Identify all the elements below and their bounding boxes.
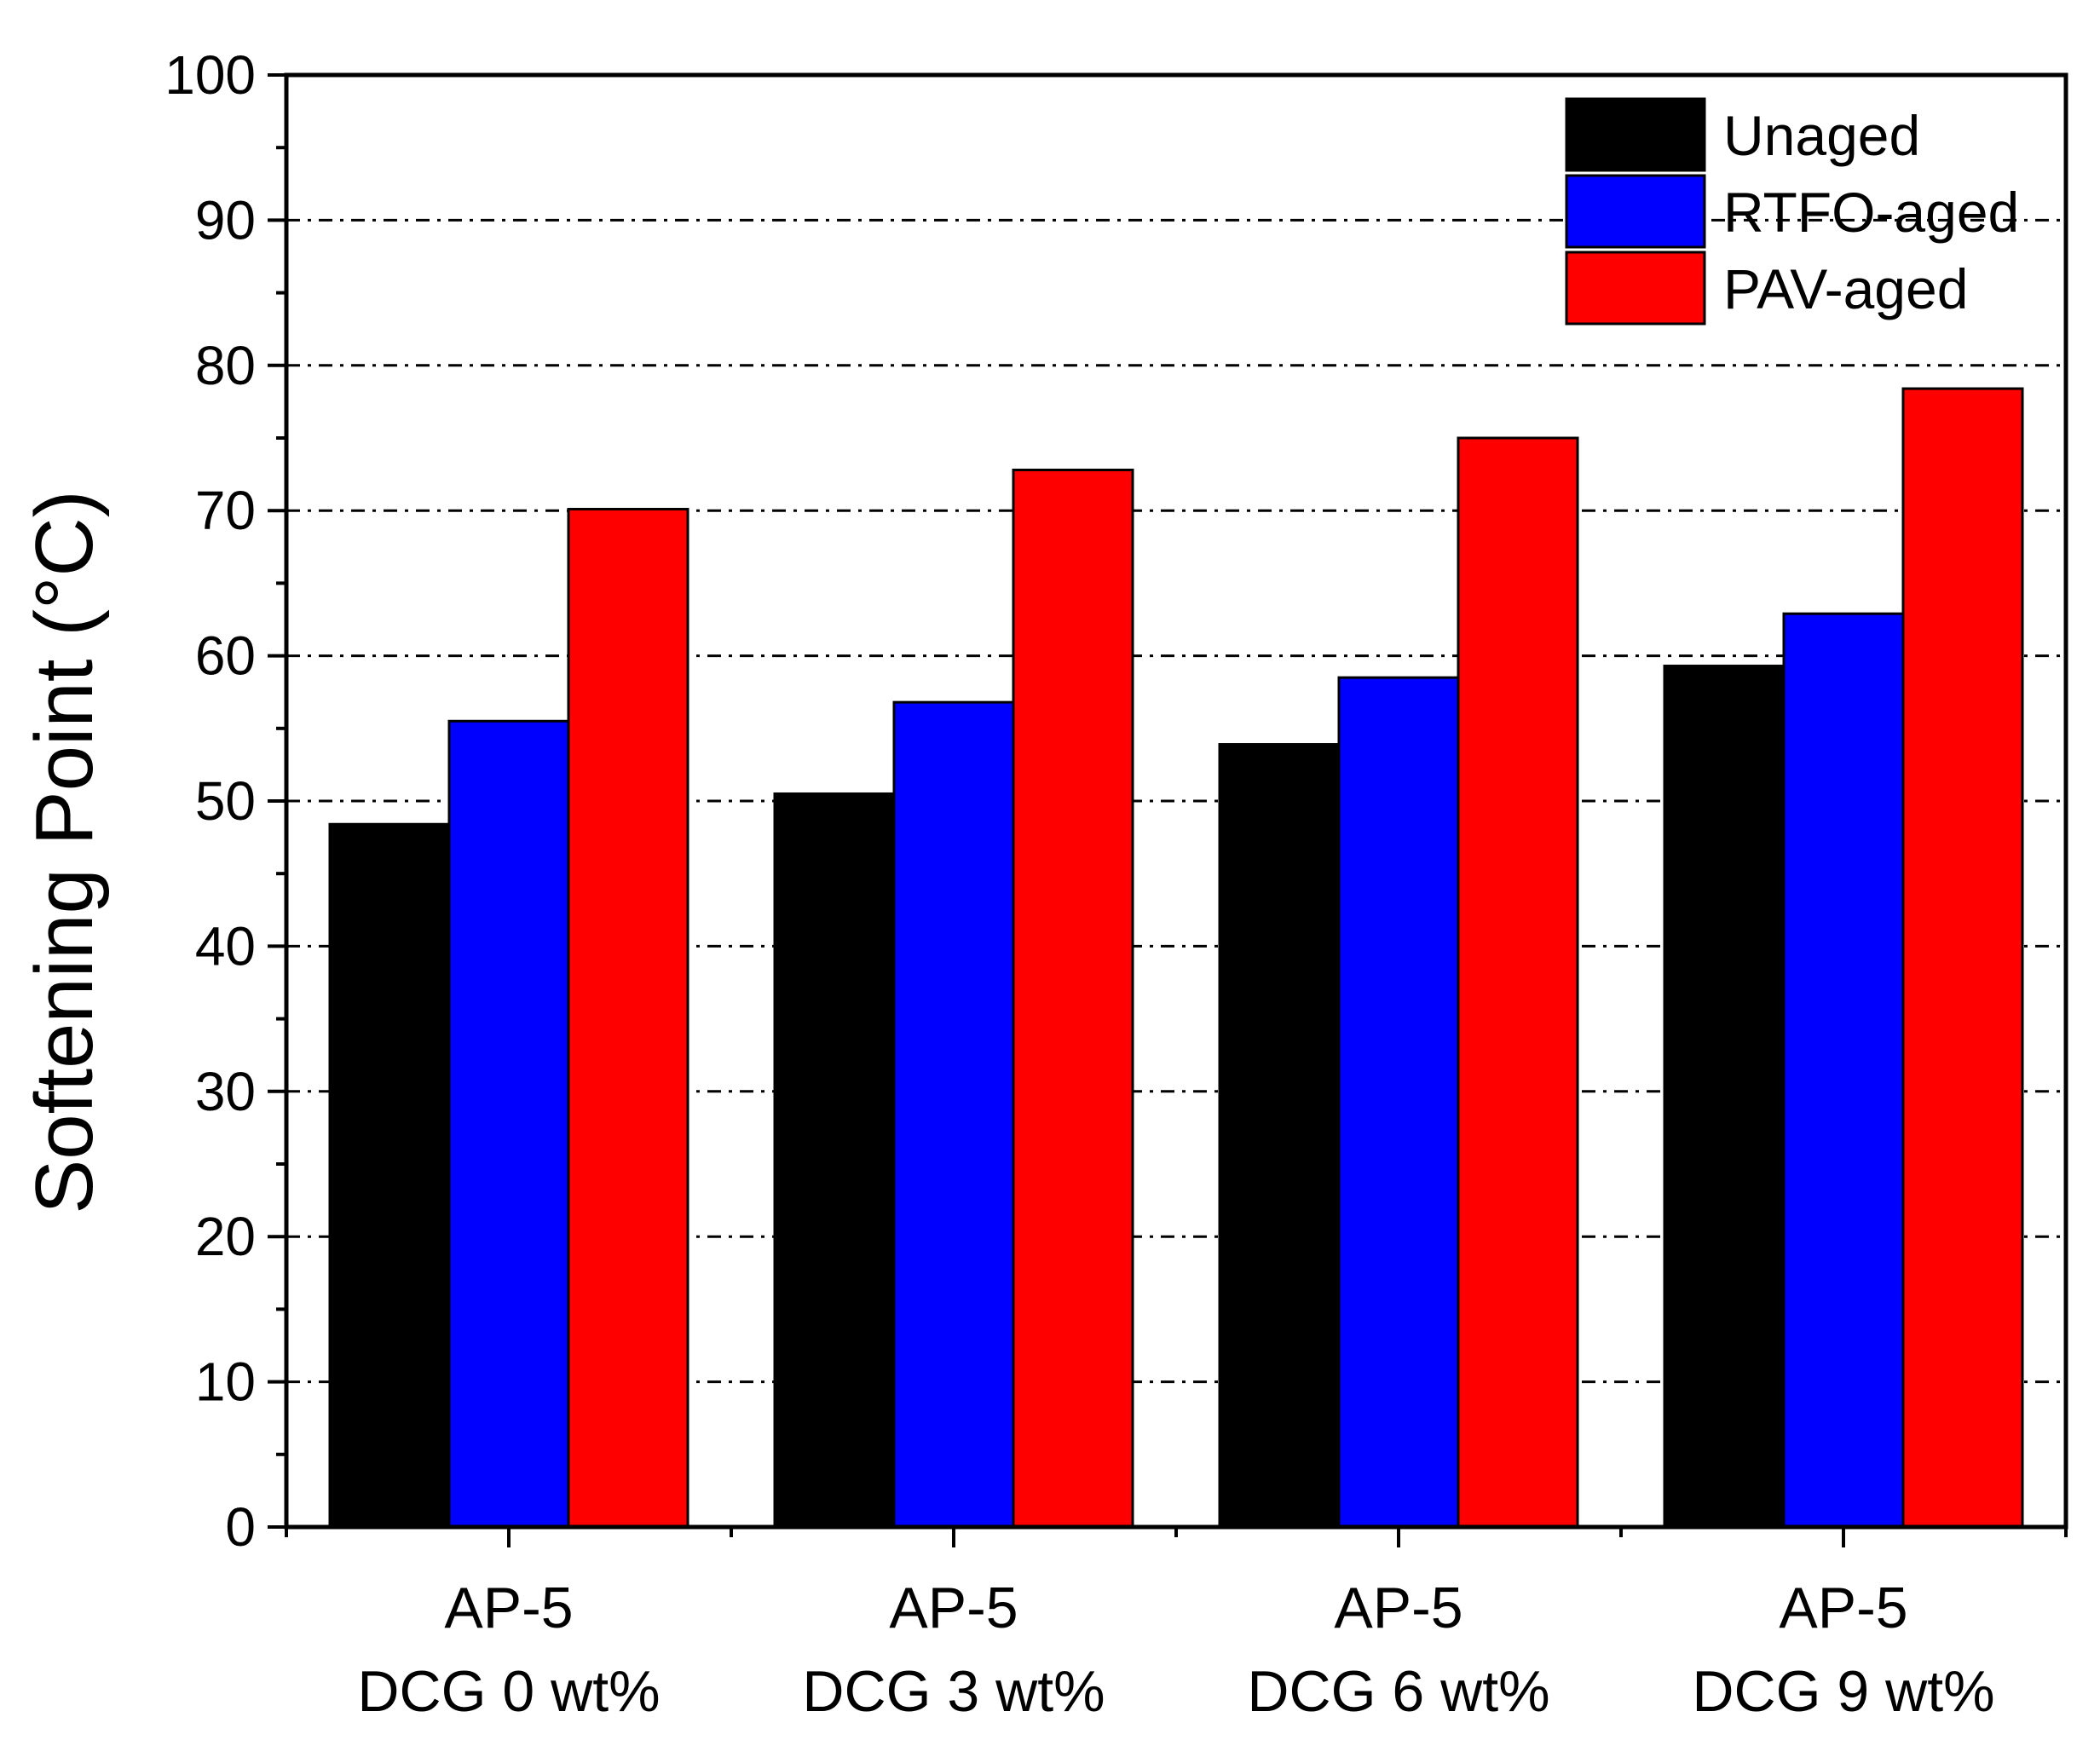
y-tick-label: 80 xyxy=(195,335,256,396)
bar-rtfo-aged xyxy=(447,719,570,1529)
legend-label: RTFO-aged xyxy=(1723,181,2019,244)
x-tick-labels: AP-5 DCG 0 wt% AP-5 DCG 3 wt% AP-5 DCG 6 wt% A… xyxy=(357,1576,1994,1724)
legend: Unaged RTFO-aged PAV-aged xyxy=(1565,97,2019,326)
y-axis-label: Softening Point (°C) xyxy=(19,490,110,1213)
y-tick-label: 20 xyxy=(195,1206,256,1267)
x-tick-label-line2: DCG 6 wt% xyxy=(1247,1659,1549,1724)
x-tick-label-line1: AP-5 xyxy=(444,1576,573,1640)
y-tick-label: 60 xyxy=(195,625,256,687)
bars xyxy=(328,387,2024,1529)
y-tick-label: 30 xyxy=(195,1061,256,1122)
bar-unaged xyxy=(328,822,451,1529)
x-tick-label-line2: DCG 0 wt% xyxy=(357,1659,660,1724)
y-tick-label: 0 xyxy=(225,1496,256,1558)
bar-pav-aged xyxy=(1901,387,2024,1529)
y-tick-label: 10 xyxy=(195,1351,256,1413)
legend-label: PAV-aged xyxy=(1723,257,1968,320)
y-tick-label: 40 xyxy=(195,915,256,977)
bar-rtfo-aged xyxy=(1337,676,1460,1529)
bar-pav-aged xyxy=(1012,468,1134,1529)
y-tick-label: 70 xyxy=(195,480,256,541)
bar-unaged xyxy=(1218,743,1341,1529)
bar-unaged xyxy=(773,792,896,1529)
bar-unaged xyxy=(1663,665,1786,1529)
legend-swatch-rtfo-aged xyxy=(1565,174,1706,249)
x-tick-label-line1: AP-5 xyxy=(1334,1576,1462,1640)
bar-rtfo-aged xyxy=(892,700,1015,1529)
legend-label: Unaged xyxy=(1723,104,1920,167)
bar-pav-aged xyxy=(567,507,689,1529)
bar-rtfo-aged xyxy=(1782,612,1905,1529)
axes xyxy=(268,72,2068,1547)
x-tick-label-line2: DCG 3 wt% xyxy=(802,1659,1105,1724)
legend-swatch-unaged xyxy=(1565,97,1706,172)
y-tick-labels: 0 10 20 30 40 50 60 70 80 90 100 xyxy=(164,44,256,1558)
x-tick-label-line2: DCG 9 wt% xyxy=(1692,1659,1994,1724)
x-tick-label-line1: AP-5 xyxy=(1779,1576,1907,1640)
x-tick-label-line1: AP-5 xyxy=(889,1576,1018,1640)
bar-pav-aged xyxy=(1457,436,1579,1529)
legend-swatch-pav-aged xyxy=(1565,251,1706,326)
y-tick-label: 50 xyxy=(195,770,256,832)
y-tick-label: 100 xyxy=(164,44,256,106)
y-tick-label: 90 xyxy=(195,189,256,251)
